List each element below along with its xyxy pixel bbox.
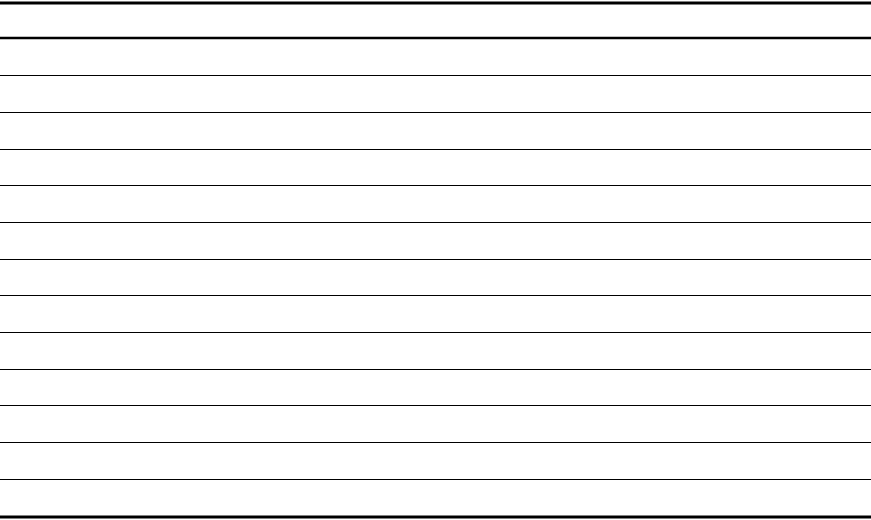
row-rules (0, 75, 871, 480)
